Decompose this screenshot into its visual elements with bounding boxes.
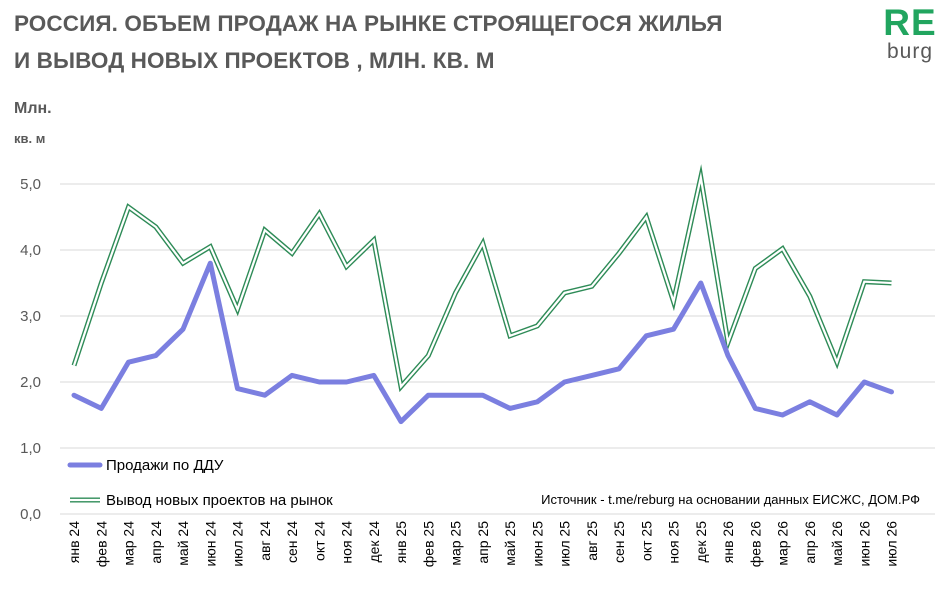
- x-tick-label: июн 25: [529, 521, 545, 567]
- x-tick-label: май 26: [829, 521, 845, 566]
- x-tick-label: сен 24: [284, 521, 300, 563]
- x-tick-label: ноя 25: [666, 521, 682, 564]
- y-axis-title-line-1: Млн.: [14, 100, 52, 117]
- source-note: Источник - t.me/reburg на основании данн…: [541, 492, 920, 507]
- x-tick-label: июл 24: [230, 521, 246, 567]
- y-axis-title-line-2: кв. м: [14, 131, 45, 146]
- x-tick-label: июн 26: [856, 521, 872, 567]
- x-tick-label: апр 26: [802, 521, 818, 564]
- series-1: [71, 260, 894, 425]
- x-tick-label: май 25: [502, 521, 518, 566]
- series-lines: [71, 164, 894, 425]
- y-tick-label: 4,0: [20, 242, 41, 259]
- x-tick-label: фев 24: [93, 521, 109, 567]
- chart-title: РОССИЯ. ОБЪЕМ ПРОДАЖ НА РЫНКЕ СТРОЯЩЕГОС…: [14, 5, 722, 79]
- x-tick-label: авг 25: [584, 521, 600, 561]
- x-tick-label: янв 26: [720, 521, 736, 563]
- x-tick-label: апр 25: [475, 521, 491, 564]
- x-tick-label: апр 24: [148, 521, 164, 564]
- x-tick-label: июл 26: [884, 521, 900, 567]
- x-tick-label: дек 24: [366, 521, 382, 563]
- x-tick-label: фев 25: [420, 521, 436, 567]
- x-tick-label: дек 25: [693, 521, 709, 563]
- y-axis-ticks: 0,0 1,0 2,0 3,0 4,0 5,0: [20, 176, 41, 523]
- x-tick-label: авг 24: [257, 521, 273, 561]
- y-tick-label: 2,0: [20, 374, 41, 391]
- x-tick-label: ноя 24: [339, 521, 355, 564]
- title-line-1: РОССИЯ. ОБЪЕМ ПРОДАЖ НА РЫНКЕ СТРОЯЩЕГОС…: [14, 11, 723, 36]
- x-tick-label: мар 25: [448, 521, 464, 566]
- x-tick-label: окт 24: [311, 521, 327, 561]
- series-line-outer: [71, 164, 892, 393]
- x-tick-label: сен 25: [611, 521, 627, 563]
- x-tick-label: июл 25: [557, 521, 573, 567]
- title-line-2: И ВЫВОД НОВЫХ ПРОЕКТОВ , МЛН. КВ. М: [14, 48, 495, 73]
- legend-label-projects: Вывод новых проектов на рынок: [106, 492, 333, 509]
- legend: Продажи по ДДУ Вывод новых проектов на ры…: [67, 457, 333, 509]
- x-tick-label: янв 24: [66, 521, 82, 563]
- series-2: [71, 164, 892, 393]
- x-tick-label: мар 26: [775, 521, 791, 566]
- logo-re-text: RE: [883, 2, 937, 43]
- y-tick-label: 5,0: [20, 176, 41, 193]
- x-tick-label: янв 25: [393, 521, 409, 563]
- y-axis-title: Млн. кв. м: [14, 100, 52, 146]
- series-line-inner: [72, 171, 892, 390]
- legend-label-sales: Продажи по ДДУ: [106, 457, 224, 474]
- x-tick-label: окт 25: [638, 521, 654, 561]
- x-tick-label: июн 24: [202, 521, 218, 567]
- reburg-logo: RE burg: [882, 2, 938, 63]
- y-tick-label: 1,0: [20, 440, 41, 457]
- logo-burg-text: burg: [886, 40, 934, 63]
- y-tick-label: 3,0: [20, 308, 41, 325]
- series-line: [71, 260, 894, 425]
- x-tick-label: май 24: [175, 521, 191, 566]
- x-axis-ticks: янв 24 фев 24 мар 24 апр 24 май 24 июн 24 июл …: [66, 521, 900, 567]
- x-tick-label: фев 26: [747, 521, 763, 567]
- y-tick-label: 0,0: [20, 506, 41, 523]
- x-tick-label: мар 24: [121, 521, 137, 566]
